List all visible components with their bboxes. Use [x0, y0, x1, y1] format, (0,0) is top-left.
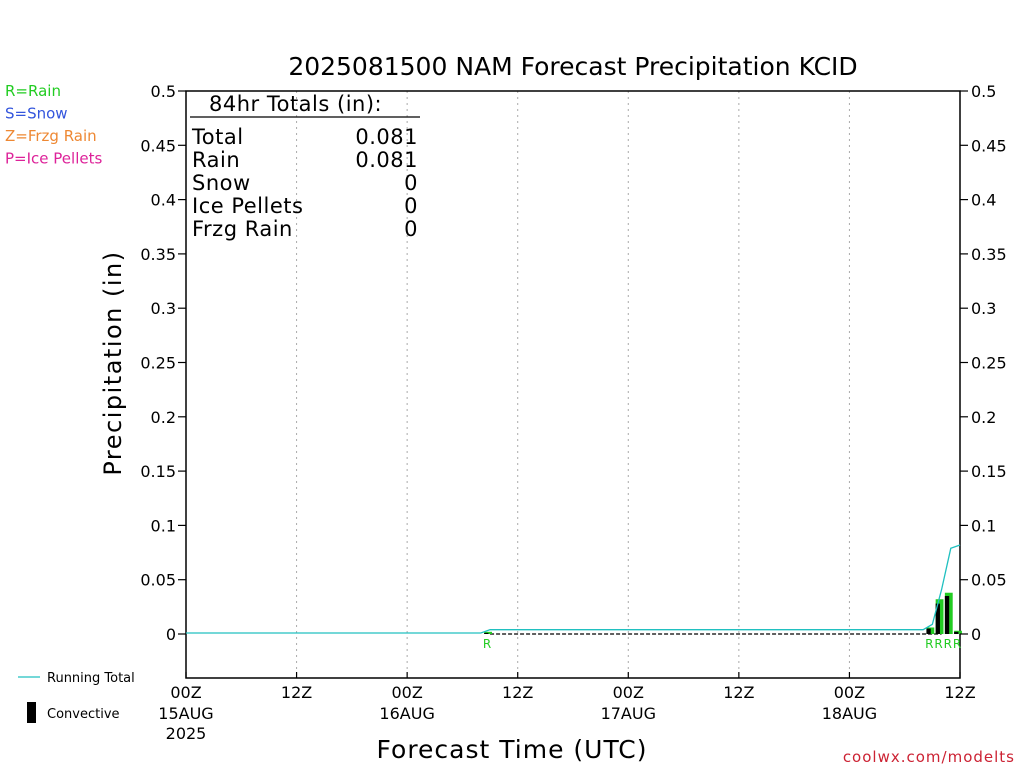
y-tick-label: 0.4	[151, 191, 176, 210]
x-axis-label: Forecast Time (UTC)	[377, 735, 648, 764]
y-axis-label: Precipitation (in)	[99, 250, 127, 475]
y-tick-label: 0.2	[151, 408, 176, 427]
y-tick-label-right: 0.25	[971, 354, 1007, 373]
y-axis-left: 0 0.05 0.1 0.15 0.2 0.25 0.3 0.35 0.4 0.45 0.5	[140, 82, 186, 644]
totals-row-label: Snow	[192, 171, 251, 195]
running-total-legend-label: Running Total	[47, 671, 135, 686]
x-tick-label: 00Z	[391, 683, 422, 702]
precip-bars	[484, 592, 962, 634]
totals-row-label: Frzg Rain	[192, 217, 293, 241]
x-tick-label: 12Z	[723, 683, 754, 702]
x-tick-label: 00Z	[834, 683, 865, 702]
ptype-legend: R=Rain S=Snow Z=Frzg Rain P=Ice Pellets	[5, 82, 102, 168]
totals-row-label: Ice Pellets	[192, 194, 303, 218]
convective-bar	[954, 631, 959, 634]
convective-bar	[944, 595, 950, 634]
y-tick-label: 0.45	[140, 136, 176, 155]
ptype-legend-item: Z=Frzg Rain	[5, 127, 97, 145]
y-tick-label: 0	[166, 625, 176, 644]
y-tick-label-right: 0	[971, 625, 981, 644]
x-tick-date: 16AUG	[379, 704, 434, 723]
totals-box: 84hr Totals (in): Total 0.081 Rain 0.081 Sno…	[190, 92, 420, 241]
y-tick-label: 0.25	[140, 354, 176, 373]
credit-text: coolwx.com/modelts	[843, 748, 1015, 766]
running-total-line	[186, 544, 961, 634]
ptype-legend-item: S=Snow	[5, 105, 68, 123]
chart-title: 2025081500 NAM Forecast Precipitation KC…	[288, 52, 857, 81]
totals-row-value: 0	[404, 217, 418, 241]
x-tick-date: 18AUG	[822, 704, 877, 723]
y-tick-label-right: 0.35	[971, 245, 1007, 264]
ptype-legend-item: P=Ice Pellets	[5, 150, 102, 168]
y-tick-label-right: 0.5	[971, 82, 996, 101]
totals-heading: 84hr Totals (in):	[209, 92, 382, 116]
y-tick-label: 0.05	[140, 571, 176, 590]
ptype-mark: R	[934, 637, 942, 651]
convective-bar	[484, 632, 489, 634]
convective-bar	[935, 603, 940, 634]
x-tick-label: 00Z	[613, 683, 644, 702]
totals-row-label: Rain	[192, 148, 240, 172]
convective-legend-icon	[27, 702, 36, 723]
y-tick-label: 0.5	[151, 82, 176, 101]
x-tick-label: 12Z	[944, 683, 975, 702]
totals-row-value: 0.081	[355, 148, 418, 172]
plot-frame	[185, 90, 961, 679]
y-tick-label-right: 0.15	[971, 462, 1007, 481]
y-tick-label-right: 0.05	[971, 571, 1007, 590]
totals-row-label: Total	[191, 125, 244, 149]
ptype-mark: R	[944, 637, 952, 651]
x-tick-label: 12Z	[502, 683, 533, 702]
y-tick-label-right: 0.2	[971, 408, 996, 427]
x-tick-label: 12Z	[281, 683, 312, 702]
totals-row-value: 0.081	[355, 125, 418, 149]
y-tick-label-right: 0.4	[971, 191, 996, 210]
grid-lines	[296, 91, 850, 678]
y-tick-label-right: 0.3	[971, 299, 996, 318]
convective-bar	[926, 628, 931, 634]
x-tick-label: 00Z	[170, 683, 201, 702]
y-tick-label: 0.1	[151, 516, 176, 535]
x-tick-date: 15AUG	[158, 704, 213, 723]
totals-row-value: 0	[404, 194, 418, 218]
ptype-mark: R	[483, 637, 491, 651]
y-tick-label-right: 0.1	[971, 516, 996, 535]
totals-row-value: 0	[404, 171, 418, 195]
convective-legend-label: Convective	[47, 707, 120, 722]
x-tick-date: 17AUG	[601, 704, 656, 723]
ptype-legend-item: R=Rain	[5, 82, 61, 100]
y-axis-right: 0 0.05 0.1 0.15 0.2 0.25 0.3 0.35 0.4 0.45 0.5	[960, 82, 1007, 644]
ptype-mark: R	[953, 637, 961, 651]
y-tick-label-right: 0.45	[971, 136, 1007, 155]
y-tick-label: 0.15	[140, 462, 176, 481]
y-tick-label: 0.35	[140, 245, 176, 264]
x-tick-year: 2025	[166, 724, 207, 743]
y-tick-label: 0.3	[151, 299, 176, 318]
ptype-mark: R	[925, 637, 933, 651]
bottom-legend: Running Total Convective	[18, 671, 135, 723]
